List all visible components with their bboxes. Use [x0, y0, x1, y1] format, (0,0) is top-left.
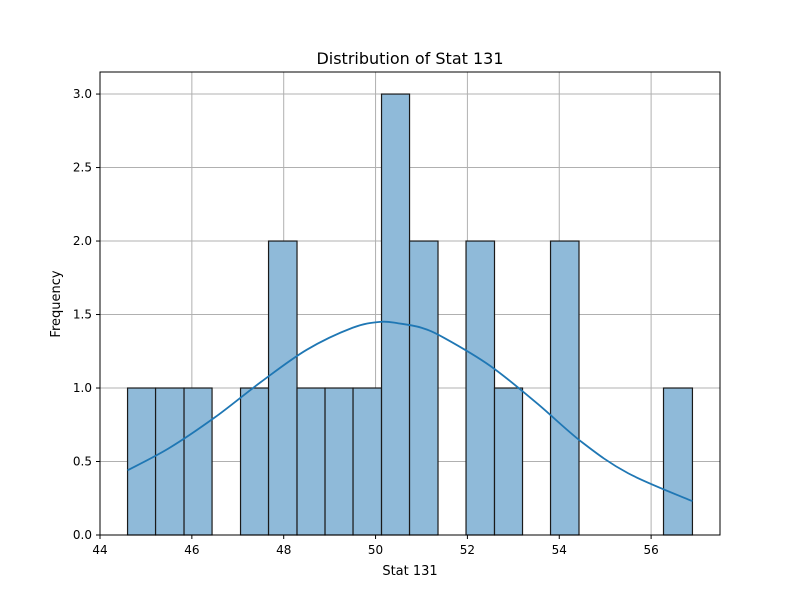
histogram-bar [296, 387, 326, 536]
histogram-bar [493, 387, 524, 536]
x-tick-label: 56 [643, 543, 658, 557]
histogram-bar [352, 387, 383, 536]
chart-title: Distribution of Stat 131 [316, 49, 503, 68]
histogram-bar [267, 240, 298, 536]
y-tick-label: 2.0 [73, 234, 92, 248]
y-tick-label: 1.5 [73, 308, 92, 322]
y-tick-label: 3.0 [73, 87, 92, 101]
x-tick-label: 52 [460, 543, 475, 557]
x-tick-label: 46 [184, 543, 199, 557]
histogram-bar [408, 240, 439, 536]
histogram-bar [239, 387, 270, 536]
x-axis-ticks: 44 46 48 50 52 54 56 [92, 535, 659, 557]
y-axis-label: Frequency [49, 270, 64, 337]
histogram-bar [465, 240, 496, 536]
y-axis-ticks: 0.0 0.5 1.0 1.5 2.0 2.5 3.0 [73, 87, 100, 542]
x-tick-label: 50 [368, 543, 383, 557]
axes-frame [99, 71, 721, 536]
histogram-bar [126, 387, 157, 536]
histogram-bar [549, 240, 580, 536]
x-axis-label: Stat 131 [382, 564, 437, 579]
histogram-bars [126, 93, 694, 536]
histogram-bar [154, 387, 185, 536]
y-tick-label: 1.0 [73, 381, 92, 395]
x-tick-label: 44 [92, 543, 107, 557]
x-tick-label: 54 [552, 543, 567, 557]
y-tick-label: 0.0 [73, 528, 92, 542]
y-tick-label: 0.5 [73, 455, 92, 469]
histogram-bar [380, 93, 411, 536]
histogram-bar [324, 387, 354, 536]
kde-curve-group [127, 320, 693, 503]
y-tick-label: 2.5 [73, 161, 92, 175]
histogram-bar [183, 387, 213, 536]
kde-line [127, 320, 693, 503]
x-tick-label: 48 [276, 543, 291, 557]
histogram-bar [662, 387, 694, 536]
